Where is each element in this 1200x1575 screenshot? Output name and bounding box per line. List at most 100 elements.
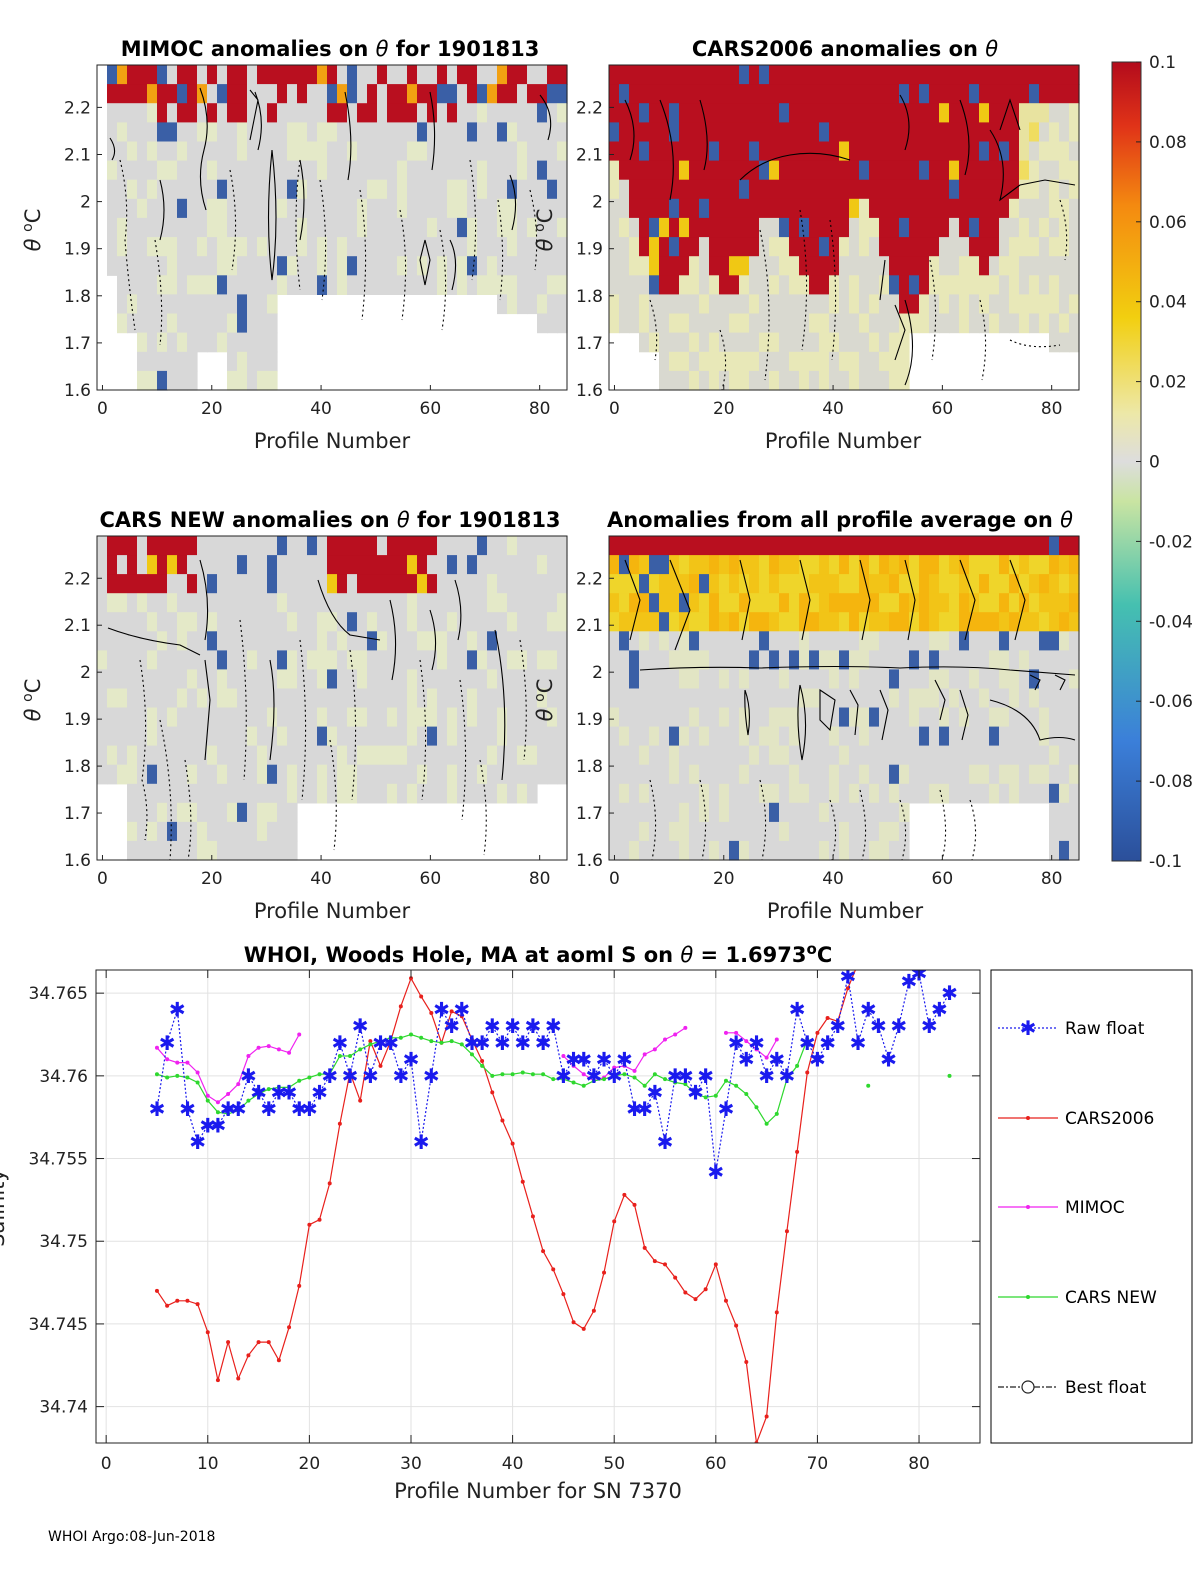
- heatmap-cell: [507, 688, 518, 709]
- data-point: [754, 1047, 759, 1052]
- heatmap-cell: [287, 160, 298, 181]
- data-point: [226, 1340, 231, 1345]
- heatmap-cell: [327, 726, 338, 747]
- x-tick-label: 80: [529, 399, 551, 419]
- heatmap-cell: [769, 351, 780, 372]
- data-point: [185, 1060, 190, 1065]
- heatmap-cell: [949, 764, 960, 785]
- heatmap-cell: [719, 783, 730, 804]
- heatmap-cell: [1009, 160, 1020, 181]
- heatmap-cell: [277, 707, 288, 728]
- heatmap-cell: [97, 688, 108, 709]
- heatmap-cell: [437, 555, 448, 575]
- heatmap-cell: [217, 631, 228, 651]
- heatmap-cell: [639, 294, 650, 315]
- heatmap-cell: [167, 669, 178, 690]
- heatmap-cell: [297, 612, 308, 632]
- heatmap-cell: [789, 726, 800, 747]
- heatmap-cell: [117, 237, 128, 257]
- heatmap-cell: [649, 555, 660, 575]
- data-point: ✱: [392, 1064, 409, 1088]
- heatmap-cell: [157, 65, 168, 85]
- heatmap-cell: [619, 256, 630, 276]
- heatmap-cell: [709, 745, 720, 766]
- heatmap-cell: [809, 821, 820, 842]
- heatmap-cell: [387, 160, 398, 181]
- heatmap-cell: [999, 84, 1010, 104]
- heatmap-cell: [769, 821, 780, 842]
- heatmap-cell: [547, 256, 558, 276]
- x-tick-label: 10: [197, 1454, 219, 1474]
- heatmap-cell: [227, 275, 238, 295]
- heatmap-cell: [899, 141, 910, 162]
- heatmap-cell: [527, 122, 538, 143]
- heatmap-cell: [1059, 612, 1070, 632]
- heatmap-cell: [287, 745, 298, 766]
- heatmap-cell: [789, 65, 800, 85]
- heatmap-cell: [167, 351, 178, 372]
- heatmap-cell: [699, 593, 710, 613]
- heatmap-cell: [749, 370, 760, 391]
- heatmap-cell: [949, 669, 960, 690]
- heatmap-cell: [1059, 65, 1070, 85]
- heatmap-cell: [437, 179, 448, 200]
- heatmap-cell: [689, 160, 700, 181]
- heatmap-cell: [557, 65, 568, 85]
- heatmap-cell: [547, 103, 558, 123]
- heatmap-cell: [939, 669, 950, 690]
- heatmap-cell: [969, 783, 980, 804]
- heatmap-cell: [629, 237, 640, 257]
- heatmap-cell: [157, 237, 168, 257]
- heatmap-cell: [829, 84, 840, 104]
- heatmap-cell: [809, 141, 820, 162]
- heatmap-cell: [147, 802, 158, 823]
- heatmap-cell: [247, 688, 258, 709]
- data-point: ✱: [697, 1064, 714, 1088]
- heatmap-cell: [357, 103, 368, 123]
- heatmap-cell: [769, 536, 780, 556]
- heatmap-cell: [447, 536, 458, 556]
- heatmap-cell: [869, 160, 880, 181]
- heatmap-cell: [1009, 574, 1020, 594]
- heatmap-cell: [317, 669, 328, 690]
- heatmap-cell: [467, 593, 478, 613]
- y-axis-label: Salinity: [0, 1169, 9, 1247]
- heatmap-cell: [127, 198, 138, 219]
- heatmap-cell: [649, 275, 660, 295]
- heatmap-cell: [517, 555, 528, 575]
- heatmap-cell: [719, 726, 730, 747]
- heatmap-cell: [749, 707, 760, 728]
- heatmap-cell: [187, 84, 198, 104]
- heatmap-cell: [999, 574, 1010, 594]
- heatmap-cell: [839, 217, 850, 238]
- heatmap-cell: [859, 103, 870, 123]
- heatmap-cell: [477, 574, 488, 594]
- heatmap-cell: [749, 160, 760, 181]
- heatmap-cell: [669, 84, 680, 104]
- dot-marker-icon: [1026, 1205, 1030, 1209]
- heatmap-cell: [337, 555, 348, 575]
- heatmap-cell: [899, 294, 910, 315]
- heatmap-cell: [609, 707, 620, 728]
- heatmap-cell: [829, 179, 840, 200]
- heatmap-cell: [247, 313, 258, 334]
- heatmap-cell: [679, 745, 690, 766]
- x-tick-label: 40: [502, 1454, 524, 1474]
- heatmap-cell: [127, 555, 138, 575]
- heatmap-cell: [307, 612, 318, 632]
- heatmap-cell: [979, 84, 990, 104]
- heatmap-cell: [1059, 688, 1070, 709]
- heatmap-cell: [1029, 688, 1040, 709]
- heatmap-cell: [729, 84, 740, 104]
- heatmap-cell: [517, 631, 528, 651]
- heatmap-cell: [869, 650, 880, 671]
- heatmap-cell: [939, 65, 950, 85]
- heatmap-cell: [307, 198, 318, 219]
- heatmap-cell: [357, 669, 368, 690]
- heatmap-cell: [999, 237, 1010, 257]
- heatmap-cell: [839, 764, 850, 785]
- heatmap-cell: [557, 745, 568, 766]
- y-tick-label: 2: [592, 193, 603, 213]
- heatmap-cell: [869, 275, 880, 295]
- heatmap-cell: [939, 555, 950, 575]
